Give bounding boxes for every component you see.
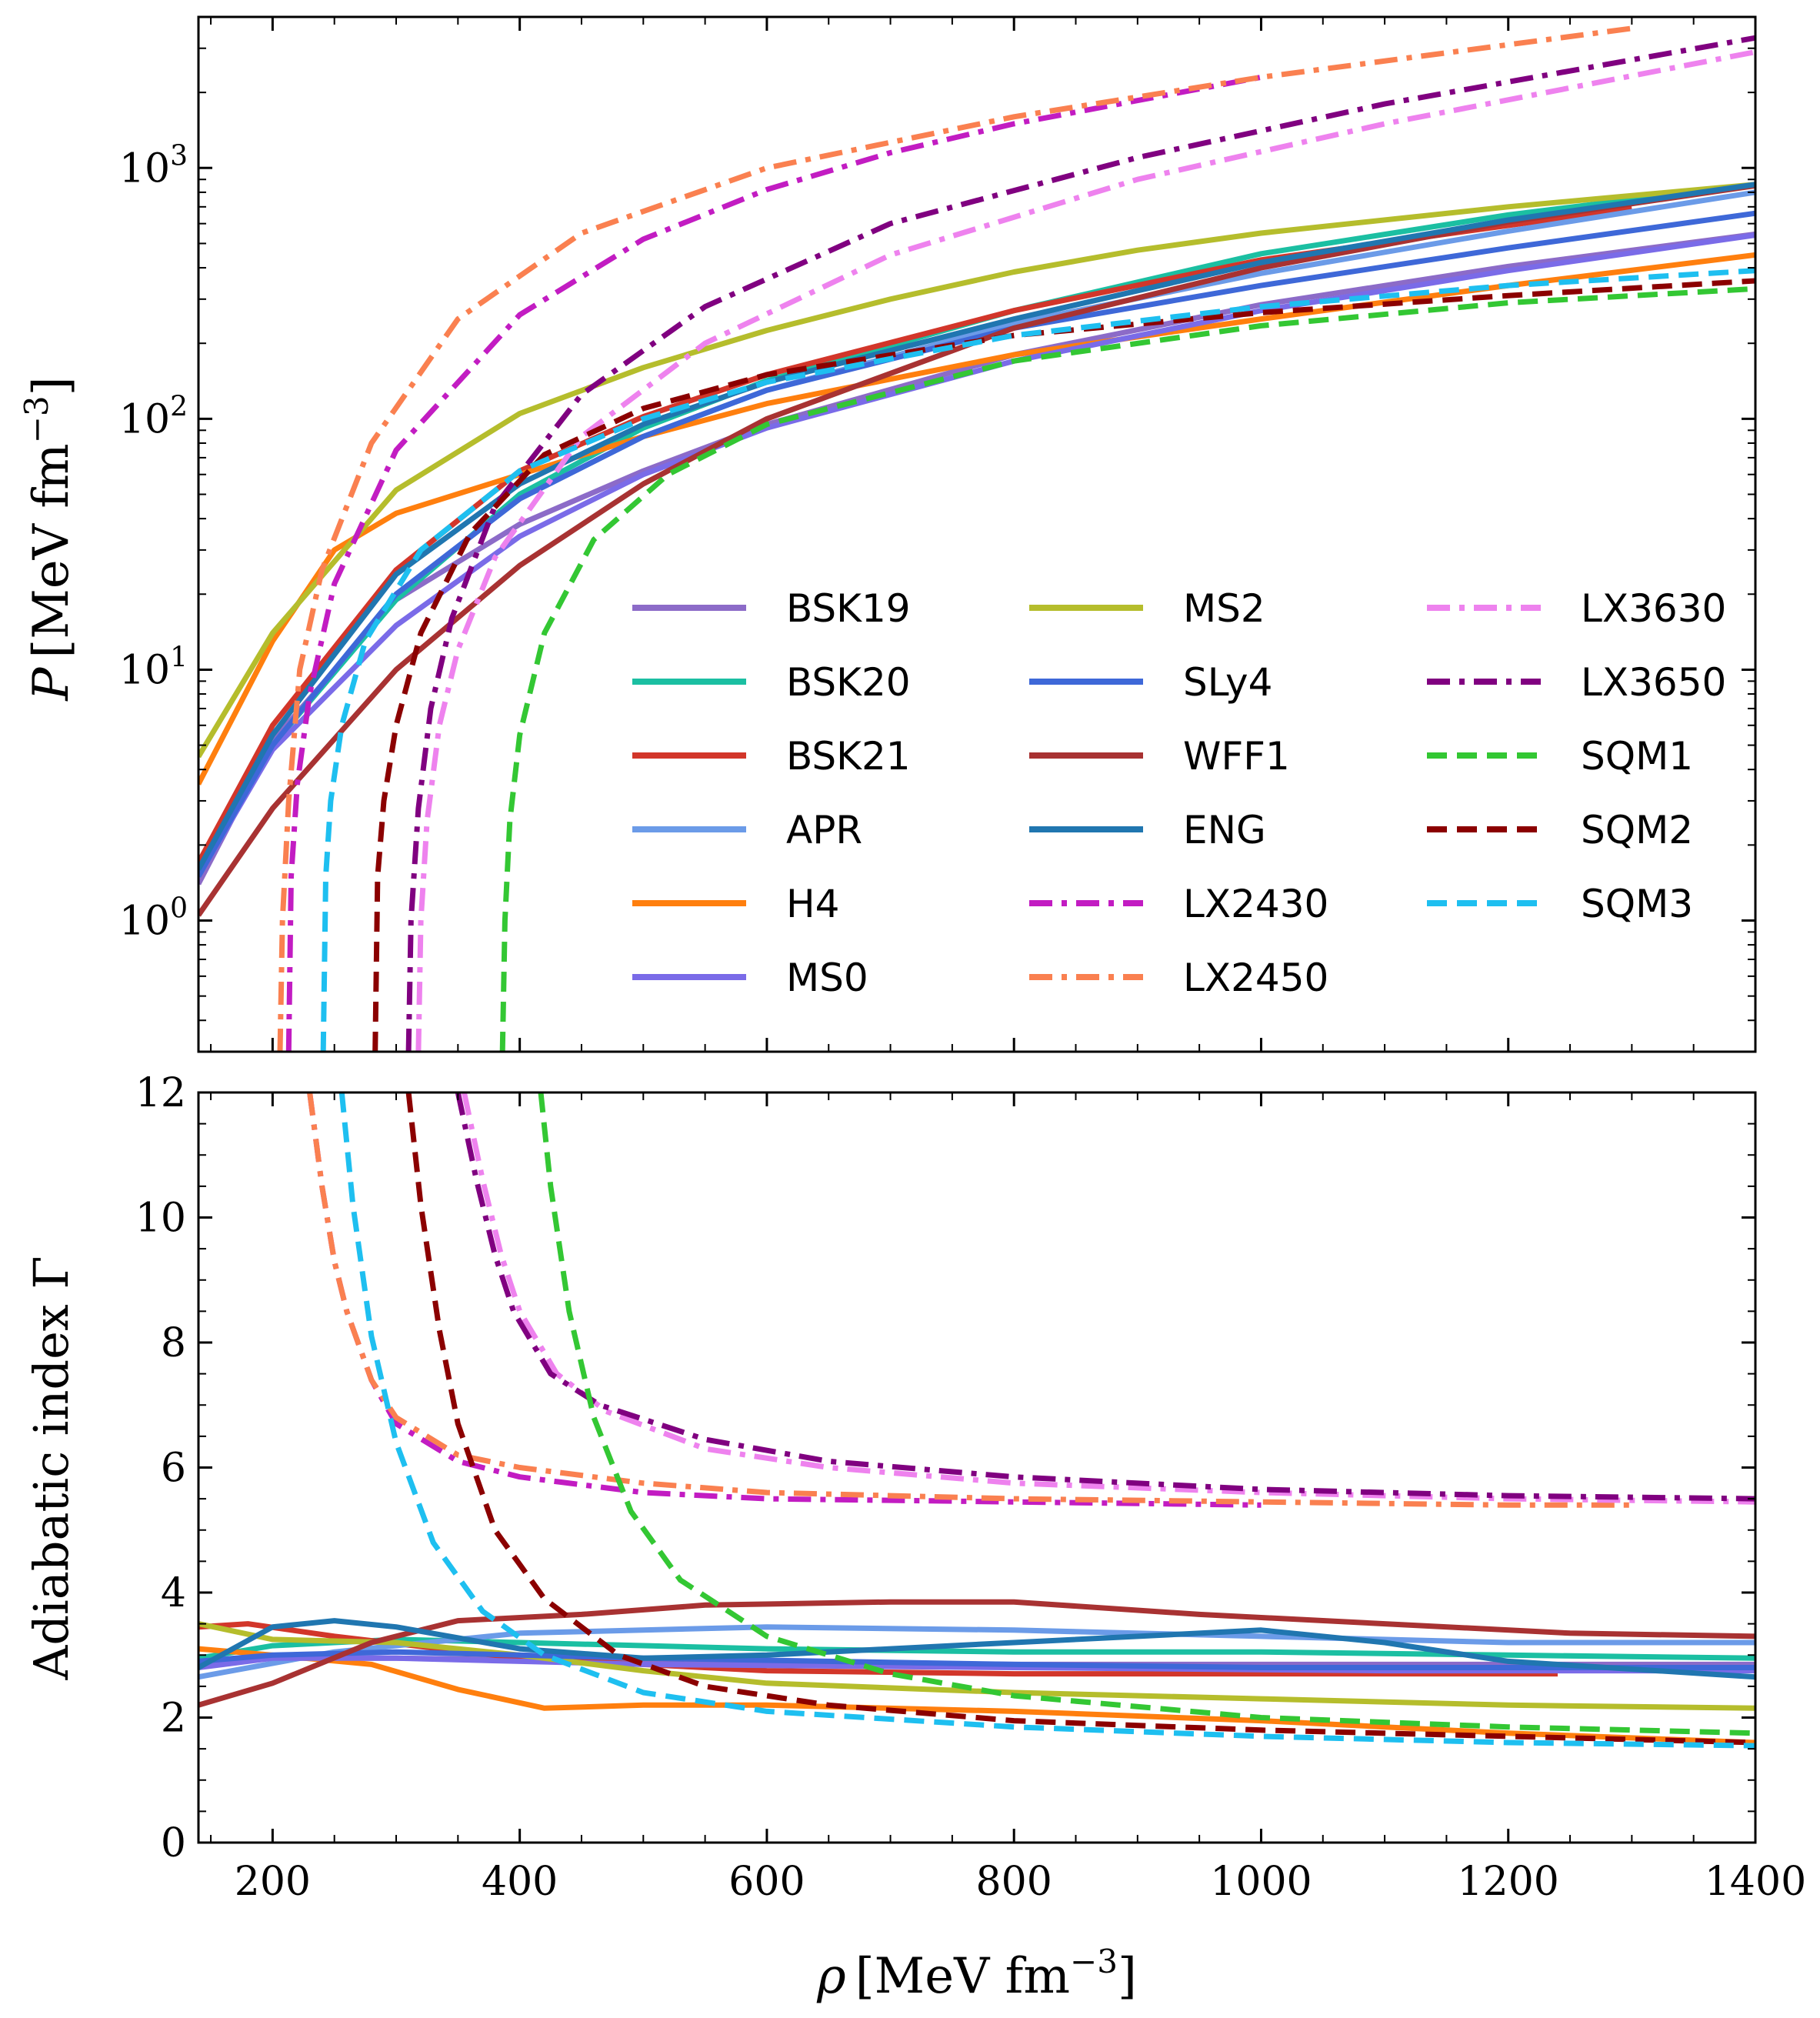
- gamma-line-ms0: [198, 1655, 1755, 1674]
- series-line-bsk20: [198, 182, 1755, 878]
- x-tick-label: 600: [728, 1859, 805, 1905]
- bottom-ticks: 0 2 4 6 8 10 12 200 400 600 800 1000 1200 1400: [135, 1070, 1806, 1905]
- y-tick-label: 102: [119, 391, 188, 442]
- gamma-line-bsk20: [198, 1636, 1755, 1661]
- legend-label-lx2450: LX2450: [1183, 956, 1328, 1000]
- series-line-sqm2: [372, 278, 1755, 1052]
- legend-label-wff1: WFF1: [1183, 734, 1290, 779]
- y-tick-label: 8: [161, 1320, 186, 1366]
- gamma-line-h4: [198, 1646, 1755, 1746]
- gamma-line-lx2450: [307, 1092, 1632, 1508]
- series-line-sly4: [198, 210, 1755, 878]
- gamma-line-lx3630: [461, 1092, 1755, 1505]
- legend-label-ms2: MS2: [1183, 586, 1265, 631]
- gamma-line-sqm1: [538, 1092, 1755, 1736]
- top-series-group: [198, 25, 1755, 1052]
- gamma-line-apr: [198, 1624, 1755, 1680]
- gamma-line-sqm3: [338, 1092, 1755, 1749]
- x-axis-title: ρ [MeV fm−3]: [816, 1943, 1137, 2005]
- legend-label-eng: ENG: [1183, 808, 1266, 852]
- x-tick-label: 800: [976, 1859, 1052, 1905]
- series-line-sqm1: [499, 285, 1755, 1052]
- legend-label-ms0: MS0: [786, 956, 868, 1000]
- gamma-line-sly4: [198, 1649, 1755, 1670]
- legend-label-lx3630: LX3630: [1581, 586, 1726, 631]
- gamma-line-eng: [198, 1618, 1755, 1680]
- legend-label-sly4: SLy4: [1183, 660, 1272, 705]
- series-line-lx3630: [415, 49, 1755, 1052]
- legend-label-sqm3: SQM3: [1581, 882, 1693, 926]
- y-tick-label: 10: [135, 1196, 186, 1242]
- legend: BSK19 BSK20 BSK21 APR H4 MS0 MS2 SLy4 WFF1 ENG LX2…: [632, 586, 1726, 1000]
- x-tick-label: 200: [235, 1859, 311, 1905]
- top-y-axis-title: P[MeV fm−3]: [18, 376, 80, 701]
- series-line-lx3650: [405, 35, 1755, 1052]
- bottom-series-group: [198, 1092, 1755, 1749]
- bottom-panel: 0 2 4 6 8 10 12 200 400 600 800 1000 1200 1400: [135, 1070, 1806, 1905]
- y-tick-label: 12: [135, 1070, 186, 1116]
- y-tick-label: 103: [119, 140, 188, 192]
- gamma-line-wff1: [198, 1599, 1755, 1708]
- legend-label-lx3650: LX3650: [1581, 660, 1726, 705]
- legend-label-sqm1: SQM1: [1581, 734, 1693, 779]
- bottom-plot-frame: [197, 1091, 1757, 1844]
- y-tick-label: 6: [161, 1446, 186, 1492]
- series-line-lx2450: [277, 25, 1632, 1052]
- series-line-bsk21: [198, 205, 1632, 865]
- series-line-wff1: [198, 182, 1755, 917]
- x-tick-label: 1400: [1705, 1859, 1806, 1905]
- y-tick-label: 0: [161, 1820, 186, 1866]
- gamma-line-ms2: [198, 1621, 1755, 1711]
- x-tick-label: 1200: [1458, 1859, 1559, 1905]
- legend-label-apr: APR: [786, 808, 862, 852]
- y-tick-label: 2: [161, 1696, 186, 1742]
- x-tick-label: 1000: [1210, 1859, 1312, 1905]
- y-tick-label: 100: [119, 893, 188, 945]
- series-line-lx2430: [285, 74, 1262, 1052]
- legend-label-sqm2: SQM2: [1581, 808, 1693, 852]
- y-tick-label: 101: [119, 642, 188, 693]
- series-line-ms2: [198, 182, 1755, 759]
- top-panel: 100 101 102 103 BSK19 BSK20 BSK21 APR H4 MS0 MS2 S…: [119, 15, 1757, 1053]
- top-plot-frame: [197, 15, 1757, 1053]
- gamma-line-sqm2: [405, 1092, 1755, 1746]
- gamma-line-lx3650: [455, 1092, 1755, 1502]
- bottom-y-axis-title: Adiabatic index Γ: [23, 1256, 79, 1681]
- legend-label-bsk20: BSK20: [786, 660, 911, 705]
- top-ticks: 100 101 102 103: [119, 16, 1757, 1052]
- legend-label-lx2430: LX2430: [1183, 882, 1328, 926]
- legend-label-bsk19: BSK19: [786, 586, 911, 631]
- legend-label-bsk21: BSK21: [786, 734, 911, 779]
- legend-label-h4: H4: [786, 882, 839, 926]
- y-tick-label: 4: [161, 1570, 186, 1616]
- series-line-sqm3: [320, 268, 1755, 1052]
- x-tick-label: 400: [482, 1859, 558, 1905]
- gamma-line-lx2430: [307, 1092, 1262, 1508]
